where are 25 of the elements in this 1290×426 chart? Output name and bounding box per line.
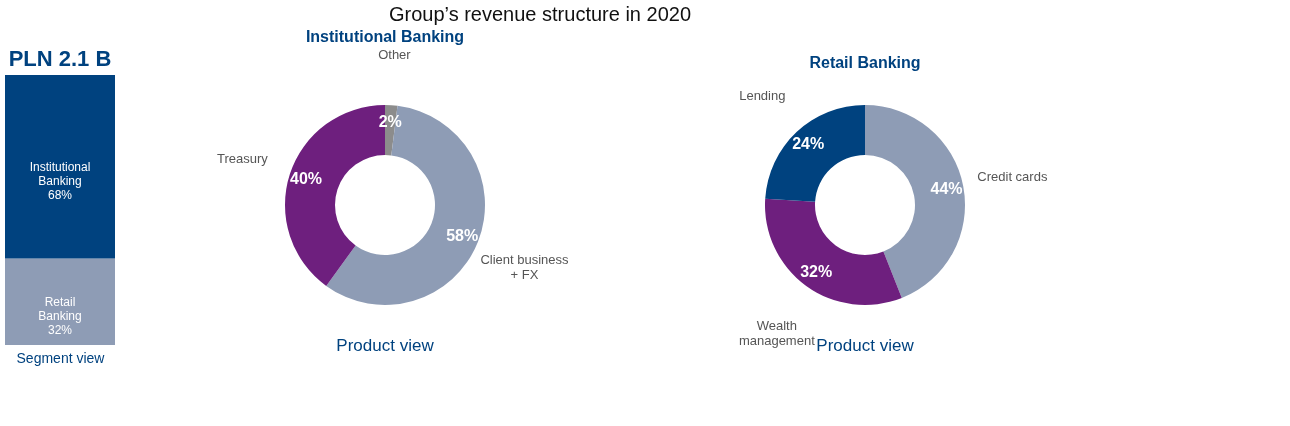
chart-title: PLN 2.1 B: [8, 46, 112, 71]
data-label: 32%: [800, 263, 833, 281]
slice-label: Client business + FX: [480, 252, 570, 283]
chart-title: Institutional Banking: [305, 28, 465, 46]
series-label: Retail Banking: [38, 294, 82, 323]
data-label: 44%: [930, 180, 963, 198]
data-label: 32%: [47, 322, 73, 337]
text: Group’s revenue structure in 2020: [388, 3, 692, 26]
chart-title: Retail Banking: [809, 54, 921, 71]
donut-slice: [765, 105, 865, 202]
slice-label: Wealth management: [738, 318, 816, 349]
slice-label: Other: [378, 47, 412, 63]
x-axis-title: Segment view: [16, 349, 106, 366]
text: Product view: [336, 336, 435, 355]
data-label: 24%: [792, 135, 825, 153]
slice-label: Treasury: [216, 150, 269, 166]
donut-slice: [865, 105, 965, 298]
data-label: 58%: [446, 226, 479, 244]
data-label: 68%: [47, 187, 73, 202]
donut-slice: [765, 198, 902, 305]
slice-label: Lending: [739, 87, 786, 103]
text: Product view: [816, 336, 915, 355]
slice-label: Credit cards: [977, 168, 1048, 184]
series-label: Institutional Banking: [29, 159, 91, 188]
data-label: 40%: [290, 170, 323, 188]
